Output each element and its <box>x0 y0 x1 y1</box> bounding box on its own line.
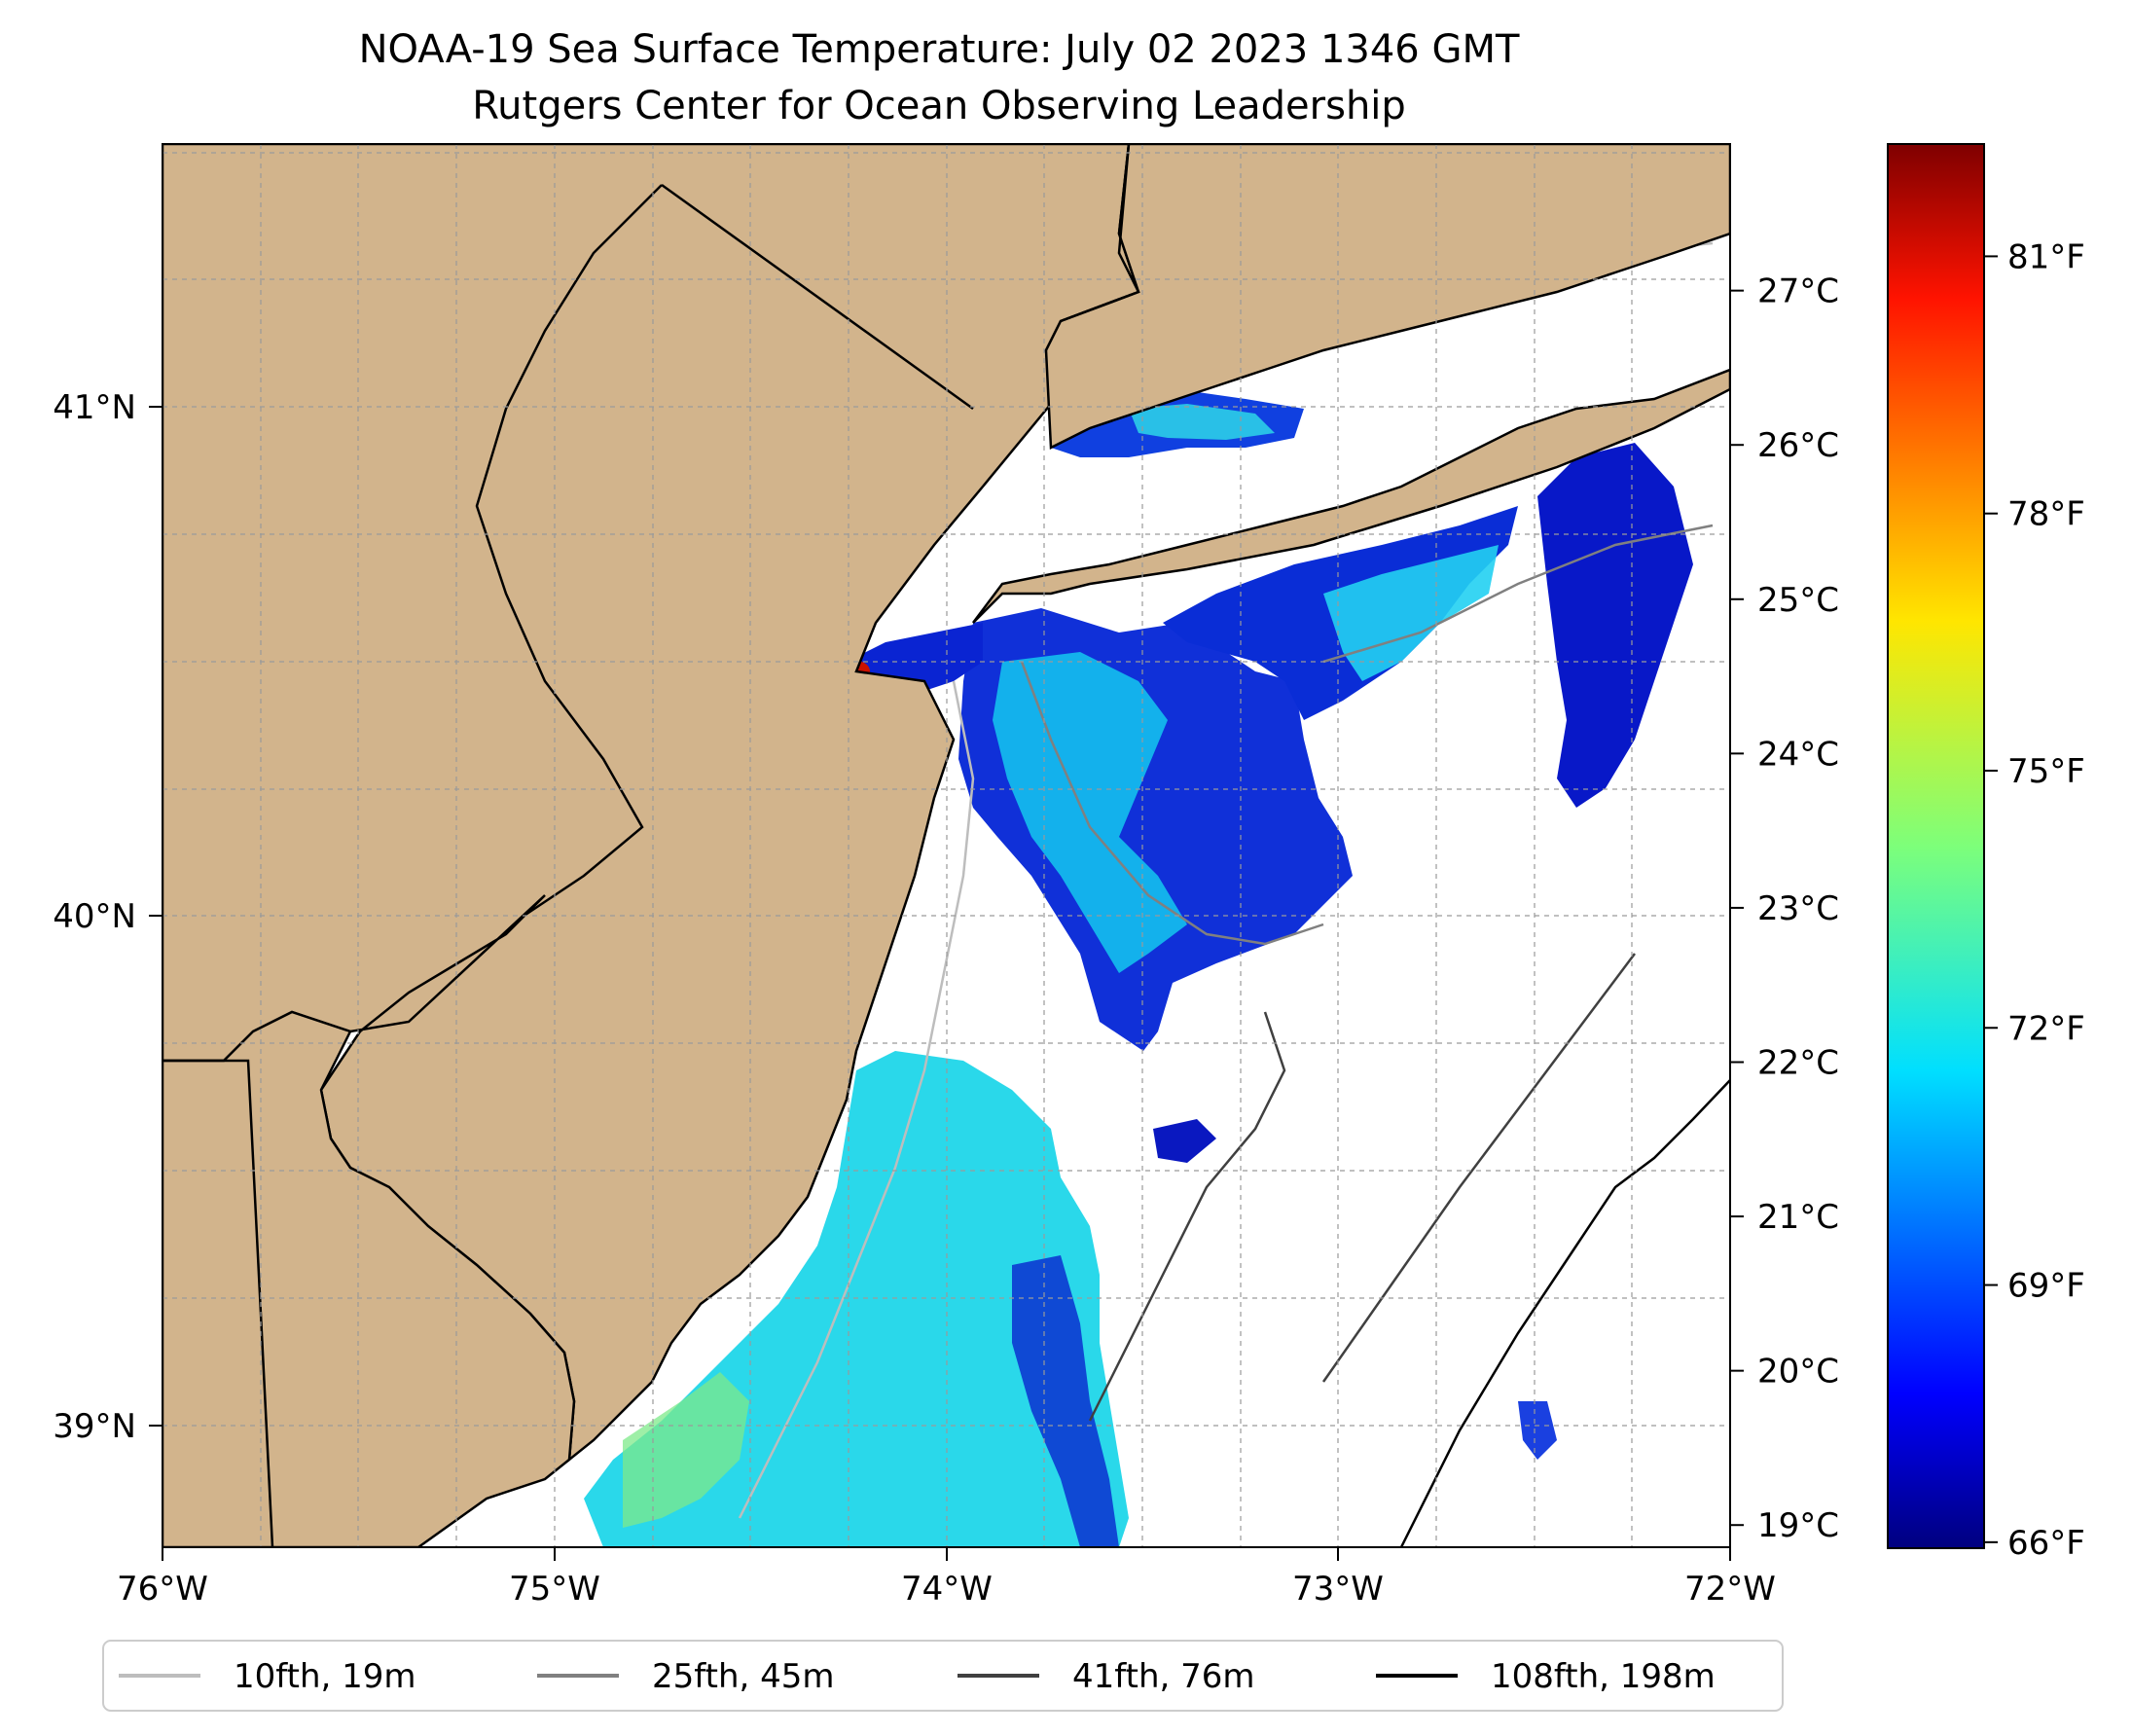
sst-patch-li-cyan <box>1323 545 1499 681</box>
colorbar-celsius-tick-label: 23°C <box>1757 889 1839 928</box>
y-tick-label-39n: 39°N <box>53 1407 136 1446</box>
legend-item-41fth: 41fth, 76m <box>958 1657 1255 1696</box>
colorbar-celsius-tick-label: 26°C <box>1757 426 1839 465</box>
map-title-line1: NOAA-19 Sea Surface Temperature: July 02… <box>359 27 1520 72</box>
y-tick-label-41n: 41°N <box>53 388 136 427</box>
colorbar-fahrenheit-tick-label: 78°F <box>2007 495 2085 534</box>
x-tick-label-75w: 75°W <box>509 1570 600 1609</box>
y-tick-label-40n: 40°N <box>53 897 136 936</box>
legend: 10fth, 19m 25fth, 45m 41fth, 76m 108fth,… <box>102 1640 1784 1712</box>
sst-patch-offshore-east <box>1518 1401 1557 1460</box>
colorbar-celsius-tick-label: 22°C <box>1757 1044 1839 1083</box>
colorbar-celsius-tick-label: 20°C <box>1757 1353 1839 1392</box>
x-tick-label-76w: 76°W <box>117 1570 208 1609</box>
colorbar-celsius-tick-label: 25°C <box>1757 581 1839 620</box>
contour-25fth <box>1020 524 1714 946</box>
colorbar-fahrenheit-tick-label: 72°F <box>2007 1009 2085 1048</box>
colorbar-fahrenheit-tick-label: 75°F <box>2007 752 2085 791</box>
sst-patch-south-blue <box>1012 1255 1119 1547</box>
sst-patch-shelf-cyan <box>993 652 1187 973</box>
colorbar-celsius-tick-label: 27°C <box>1757 272 1839 311</box>
land <box>163 144 1730 1547</box>
colorbar-gradient <box>1887 143 1985 1549</box>
contour-41fth <box>1088 953 1636 1422</box>
boundary-de-md <box>163 1059 274 1547</box>
boundary-ny-ct <box>1060 144 1140 323</box>
legend-label-25fth: 25fth, 45m <box>652 1657 835 1696</box>
x-tick-label-74w: 74°W <box>901 1570 993 1609</box>
boundary-ny-nj <box>661 183 974 411</box>
sst-patch-offshore-small <box>1153 1119 1216 1163</box>
legend-label-41fth: 41fth, 76m <box>1072 1657 1255 1696</box>
sst-patch-lis-cyan <box>1129 404 1275 440</box>
x-axis: 76°W 75°W 74°W 73°W 72°W <box>117 1547 1776 1609</box>
land-mainland-west <box>163 144 1140 1463</box>
colorbar-fahrenheit-tick-label: 81°F <box>2007 237 2085 276</box>
graticule <box>163 144 1730 1547</box>
y-axis: 41°N 40°N 39°N <box>53 388 163 1446</box>
legend-item-108fth: 108fth, 198m <box>1376 1657 1716 1696</box>
colorbar-celsius-tick-label: 24°C <box>1757 735 1839 774</box>
colorbar-fahrenheit-tick-label: 66°F <box>2007 1524 2085 1563</box>
colorbar-celsius-ticks: 19°C 20°C 21°C 22°C 23°C 24°C 25°C 26°C 27°C <box>1730 272 1839 1545</box>
legend-box <box>102 1640 1784 1712</box>
legend-label-108fth: 108fth, 198m <box>1491 1657 1716 1696</box>
map-title-line2: Rutgers Center for Ocean Observing Leade… <box>472 84 1406 128</box>
legend-label-10fth: 10fth, 19m <box>234 1657 416 1696</box>
state-boundaries <box>163 144 1140 1547</box>
map-panel <box>163 144 1730 1547</box>
colorbar-fahrenheit-tick-label: 69°F <box>2007 1267 2085 1306</box>
colorbar-fahrenheit-ticks: 66°F 69°F 72°F 75°F 78°F 81°F <box>1984 237 2085 1563</box>
colorbar-celsius-tick-label: 21°C <box>1757 1198 1839 1237</box>
land-long-island <box>972 368 1730 624</box>
legend-item-25fth: 25fth, 45m <box>537 1657 835 1696</box>
x-tick-label-72w: 72°W <box>1684 1570 1776 1609</box>
x-tick-label-73w: 73°W <box>1292 1570 1384 1609</box>
legend-item-10fth: 10fth, 19m <box>119 1657 416 1696</box>
sst-patch-south-green <box>623 1372 749 1528</box>
colorbar-celsius-tick-label: 19°C <box>1757 1506 1839 1545</box>
contour-108fth <box>1399 1079 1730 1547</box>
boundary-nj-pa <box>475 184 663 917</box>
colorbar: 19°C 20°C 21°C 22°C 23°C 24°C 25°C 26°C 27°C 66°… <box>1730 143 2085 1563</box>
